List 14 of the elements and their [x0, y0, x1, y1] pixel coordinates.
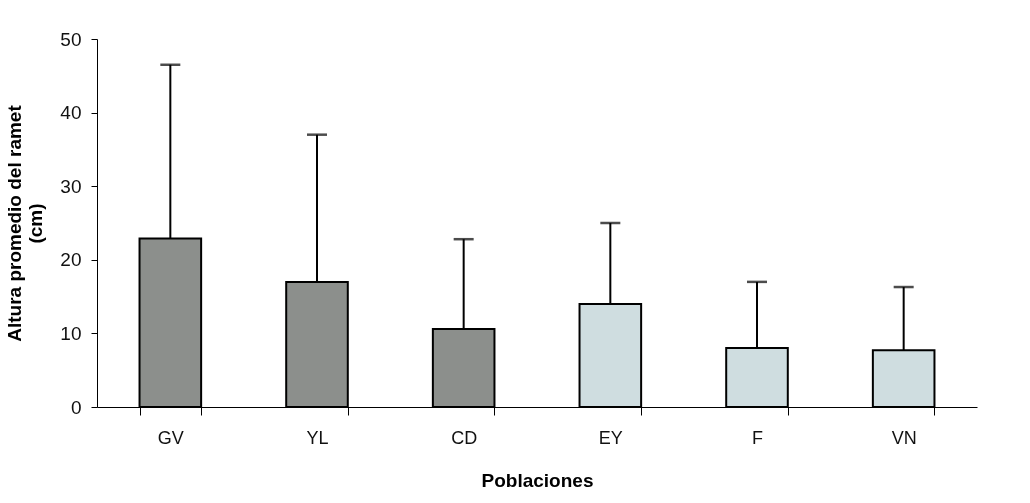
x-tick-label: VN [891, 427, 917, 448]
x-tick-label: F [752, 427, 763, 448]
x-tick-label: EY [598, 427, 623, 448]
y-axis-title: Altura promedio del ramet (cm) [4, 104, 47, 342]
y-tick-label: 40 [60, 102, 82, 124]
y-tick-label: 50 [60, 28, 82, 50]
x-tick-label: CD [451, 427, 478, 448]
x-tick-label: YL [306, 427, 329, 448]
y-tick-label: 0 [70, 396, 82, 418]
x-axis-title: Poblaciones [481, 469, 594, 491]
y-tick-label: 30 [60, 175, 82, 197]
y-tick-label: 10 [60, 322, 82, 344]
x-tick-label: GV [157, 427, 184, 448]
y-tick-label: 20 [60, 249, 82, 271]
